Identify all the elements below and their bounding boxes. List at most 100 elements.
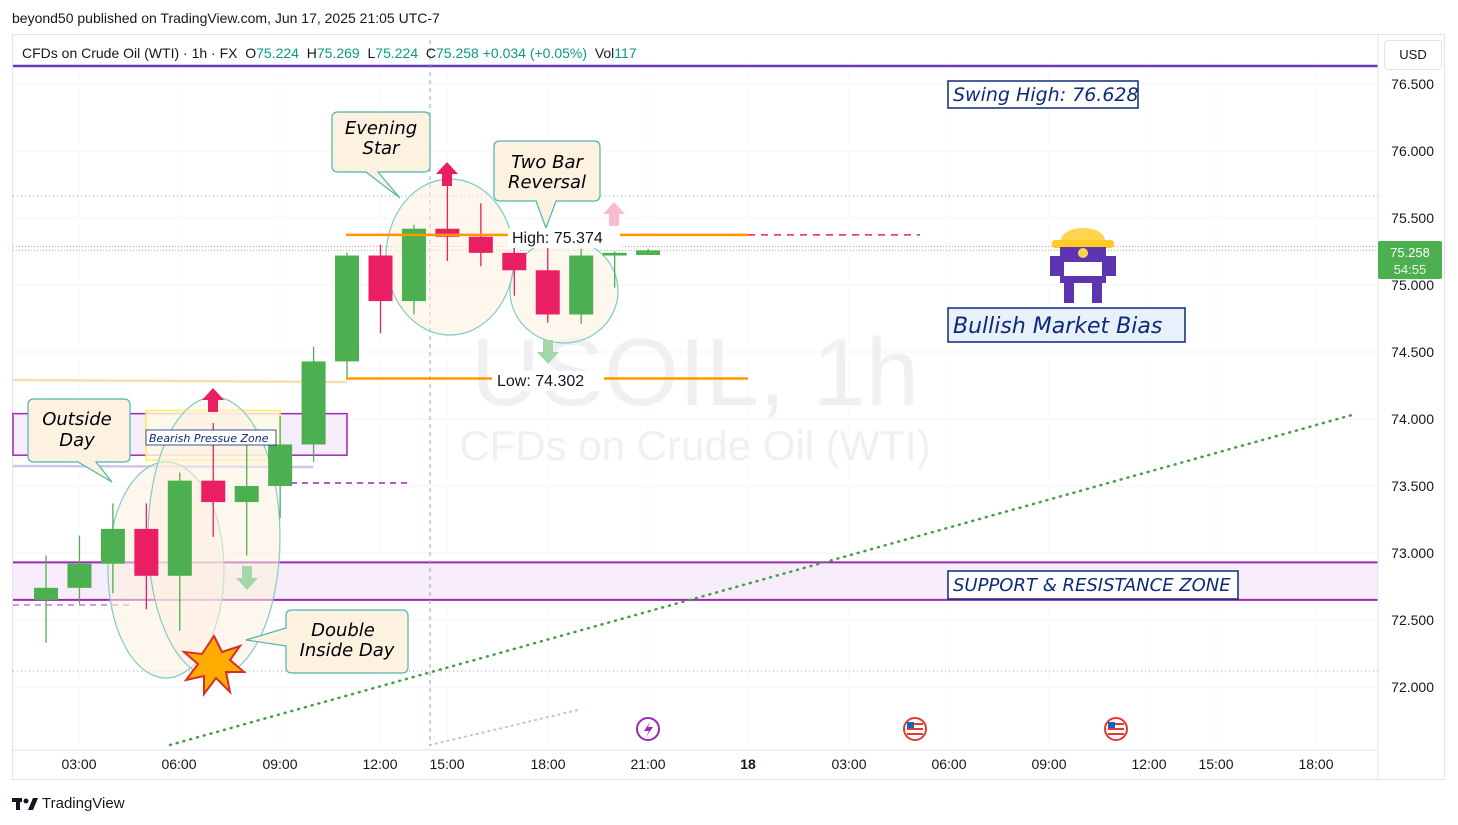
x-tick-label: 18 (740, 756, 756, 772)
trendline-projection (429, 709, 579, 746)
two-bar-line1: Two Bar (511, 152, 584, 173)
evening-star-line1: Evening (345, 118, 417, 139)
watermark: USOIL, 1h CFDs on Crude Oil (WTI) (459, 319, 930, 469)
svg-text:High: 75.374: High: 75.374 (512, 230, 603, 247)
candle-body (569, 255, 594, 315)
high-value: 75.269 (316, 45, 360, 61)
bearish-zone-label: Bearish Pressue Zone (145, 429, 277, 446)
volume-value: 117 (614, 45, 637, 61)
candles (34, 185, 661, 643)
candle-body (167, 480, 192, 576)
svg-text:Swing High: 76.628: Swing High: 76.628 (953, 84, 1139, 106)
candle-body (268, 444, 293, 486)
x-tick-label: 18:00 (530, 756, 565, 772)
y-tick-label: 76.500 (1391, 76, 1434, 92)
us-flag-event-icon-2[interactable] (1104, 717, 1128, 741)
bearish-up-arrow-icon-2 (202, 388, 224, 412)
tan-line (12, 378, 348, 384)
svg-text:Bullish Market Bias: Bullish Market Bias (953, 314, 1162, 339)
y-tick-label: 75.000 (1391, 277, 1434, 293)
bullish-bias-label: Bullish Market Bias (947, 307, 1186, 343)
support-trendline (168, 413, 1354, 747)
candle-body (34, 587, 58, 600)
y-tick-label: 74.000 (1391, 411, 1434, 427)
symbol-label: CFDs on Crude Oil (WTI) · 1h · FX (22, 45, 238, 61)
last-price-value: 75.258 (1390, 245, 1430, 260)
y-tick-label: 72.000 (1391, 679, 1434, 695)
x-tick-label: 06:00 (931, 756, 966, 772)
x-tick-label: 15:00 (1198, 756, 1233, 772)
outside-day-callout: Outside Day (27, 398, 131, 483)
pale-down-arrow-icon (537, 340, 559, 364)
x-tick-label: 09:00 (262, 756, 297, 772)
x-tick-label: 12:00 (1131, 756, 1166, 772)
x-tick-label: 03:00 (831, 756, 866, 772)
double-inside-line1: Double (311, 620, 375, 641)
candle-body (535, 270, 560, 315)
candle-body (301, 361, 326, 445)
currency-button[interactable]: USD (1384, 40, 1442, 70)
candle-body (67, 563, 92, 588)
x-tick-label: 09:00 (1031, 756, 1066, 772)
double-inside-line2: Inside Day (300, 640, 395, 661)
y-tick-label: 75.500 (1391, 210, 1434, 226)
double-inside-callout: Double Inside Day (245, 609, 409, 674)
two-bar-line2: Reversal (508, 172, 586, 193)
mascot-icon (1050, 228, 1116, 303)
y-tick-label: 76.000 (1391, 143, 1434, 159)
low-level-label: Low: 74.302 (492, 371, 604, 391)
pale-down-arrow-icon-2 (236, 566, 258, 590)
bar-countdown: 54:55 (1394, 262, 1427, 277)
explosion-icon (180, 634, 247, 697)
tradingview-logo-icon (12, 797, 38, 810)
candle-body (636, 250, 661, 255)
candle-body (435, 228, 460, 237)
y-tick-label: 74.500 (1391, 344, 1434, 360)
signal-arrows (202, 162, 625, 590)
candle-body (401, 228, 426, 302)
y-tick-label: 72.500 (1391, 612, 1434, 628)
x-tick-label: 15:00 (429, 756, 464, 772)
publisher-text: beyond50 published on TradingView.com, J… (12, 10, 440, 26)
svg-text:Bearish Pressue Zone: Bearish Pressue Zone (149, 432, 269, 445)
bearish-up-arrow-icon (436, 162, 458, 186)
candle-body (602, 252, 627, 256)
x-tick-label: 18:00 (1298, 756, 1333, 772)
chart-frame (12, 34, 1445, 780)
svg-text:Low: 74.302: Low: 74.302 (497, 373, 584, 390)
dividend-event-icon[interactable] (636, 717, 660, 741)
last-price-tag: 75.258 54:55 (1378, 241, 1442, 279)
candle-body (100, 528, 125, 564)
high-level-label: High: 75.374 (508, 228, 620, 248)
pale-up-arrow-icon (603, 202, 625, 226)
brand-name: TradingView (42, 795, 125, 812)
candle-body (201, 480, 226, 503)
x-tick-label: 21:00 (630, 756, 665, 772)
y-tick-label: 73.500 (1391, 478, 1434, 494)
x-tick-label: 12:00 (362, 756, 397, 772)
candle-body (134, 528, 159, 576)
us-flag-event-icon[interactable] (903, 717, 927, 741)
evening-star-line2: Star (363, 138, 402, 159)
evening-star-callout: Evening Star (331, 111, 431, 199)
candle-body (502, 252, 527, 271)
x-tick-label: 06:00 (161, 756, 196, 772)
candle-body (335, 255, 360, 362)
two-bar-callout: Two Bar Reversal (493, 140, 601, 230)
x-tick-label: 03:00 (61, 756, 96, 772)
axes: 72.000 72.500 73.000 73.500 74.000 74.500 75.0… (13, 35, 1434, 779)
low-value: 75.224 (375, 45, 419, 61)
outside-day-line1: Outside (42, 409, 112, 430)
candle-body (468, 236, 493, 253)
change-value: +0.034 (+0.05%) (482, 45, 588, 61)
watermark-description: CFDs on Crude Oil (WTI) (459, 422, 930, 469)
sr-zone-label: SUPPORT & RESISTANCE ZONE (947, 570, 1239, 600)
open-value: 75.224 (256, 45, 299, 61)
outside-day-line2: Day (59, 430, 95, 451)
ohlc-legend: CFDs on Crude Oil (WTI) · 1h · FX O75.22… (22, 45, 637, 61)
footer-brand[interactable]: TradingView (12, 795, 125, 812)
candle-body (368, 255, 393, 302)
svg-text:SUPPORT & RESISTANCE ZONE: SUPPORT & RESISTANCE ZONE (953, 575, 1231, 596)
candle-body (234, 486, 259, 503)
